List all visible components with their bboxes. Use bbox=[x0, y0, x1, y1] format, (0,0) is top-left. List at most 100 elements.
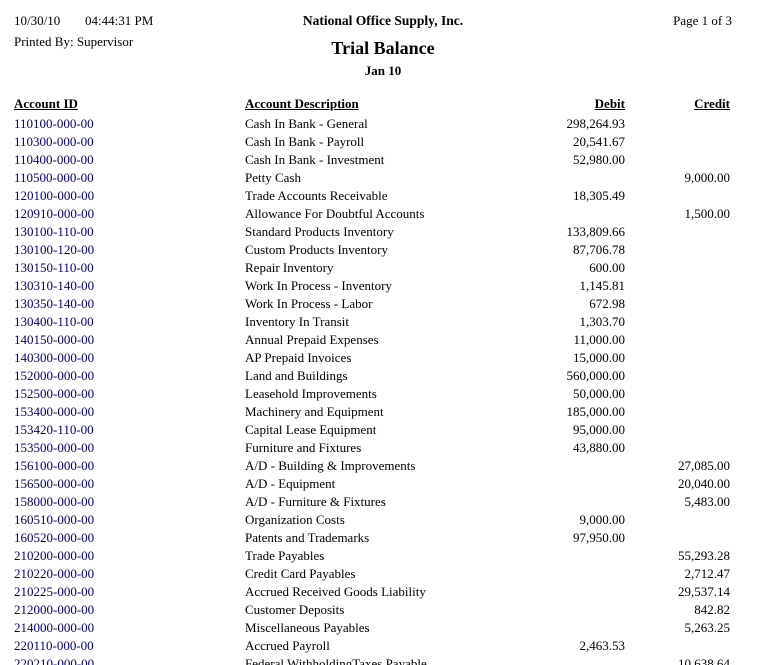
account-id-cell: 152500-000-00 bbox=[14, 385, 245, 403]
table-row: 120100-000-00 Trade Accounts Receivable 18… bbox=[14, 187, 730, 205]
account-id-link[interactable]: 110400-000-00 bbox=[14, 152, 94, 167]
account-description-cell: Land and Buildings bbox=[245, 368, 348, 383]
column-header-debit: Debit bbox=[594, 96, 625, 111]
table-row: 210200-000-00 Trade Payables 55,293.28 bbox=[14, 547, 730, 565]
trial-balance-table: Account ID Account Description Debit Cre… bbox=[14, 95, 730, 665]
account-id-cell: 210225-000-00 bbox=[14, 583, 245, 601]
table-row: 153500-000-00 Furniture and Fixtures 43,88… bbox=[14, 439, 730, 457]
account-id-cell: 130100-120-00 bbox=[14, 241, 245, 259]
account-id-link[interactable]: 160510-000-00 bbox=[14, 512, 95, 527]
account-id-link[interactable]: 210200-000-00 bbox=[14, 548, 95, 563]
account-id-cell: 130100-110-00 bbox=[14, 223, 245, 241]
account-id-link[interactable]: 130100-120-00 bbox=[14, 242, 95, 257]
credit-amount-cell: 842.82 bbox=[694, 602, 730, 617]
credit-amount-cell: 55,293.28 bbox=[678, 548, 730, 563]
account-id-cell: 130150-110-00 bbox=[14, 259, 245, 277]
credit-amount-cell bbox=[625, 133, 730, 151]
credit-amount-cell: 20,040.00 bbox=[678, 476, 730, 491]
debit-amount-cell bbox=[535, 601, 625, 619]
table-row: 110100-000-00 Cash In Bank - General 298,2… bbox=[14, 115, 730, 133]
table-row: 152000-000-00 Land and Buildings 560,000.0… bbox=[14, 367, 730, 385]
account-id-link[interactable]: 130400-110-00 bbox=[14, 314, 94, 329]
credit-amount-cell bbox=[625, 349, 730, 367]
account-description-cell: Federal WithholdingTaxes Payable bbox=[245, 656, 427, 665]
account-id-link[interactable]: 140150-000-00 bbox=[14, 332, 95, 347]
account-id-cell: 160510-000-00 bbox=[14, 511, 245, 529]
account-id-link[interactable]: 110500-000-00 bbox=[14, 170, 94, 185]
account-id-cell: 140150-000-00 bbox=[14, 331, 245, 349]
account-id-link[interactable]: 130150-110-00 bbox=[14, 260, 94, 275]
account-id-link[interactable]: 120910-000-00 bbox=[14, 206, 95, 221]
account-id-link[interactable]: 210225-000-00 bbox=[14, 584, 95, 599]
debit-amount-cell bbox=[535, 475, 625, 493]
account-id-cell: 220210-000-00 bbox=[14, 655, 245, 665]
debit-amount-cell: 672.98 bbox=[589, 296, 625, 311]
account-id-link[interactable]: 130310-140-00 bbox=[14, 278, 95, 293]
account-id-link[interactable]: 220210-000-00 bbox=[14, 656, 95, 665]
account-id-link[interactable]: 212000-000-00 bbox=[14, 602, 95, 617]
credit-amount-cell bbox=[625, 115, 730, 133]
debit-amount-cell bbox=[535, 493, 625, 511]
debit-amount-cell: 50,000.00 bbox=[573, 386, 625, 401]
credit-amount-cell: 5,263.25 bbox=[684, 620, 731, 635]
account-id-cell: 120910-000-00 bbox=[14, 205, 245, 223]
account-id-cell: 158000-000-00 bbox=[14, 493, 245, 511]
account-id-cell: 120100-000-00 bbox=[14, 187, 245, 205]
account-id-cell: 110400-000-00 bbox=[14, 151, 245, 169]
column-header-description: Account Description bbox=[245, 96, 359, 111]
account-id-link[interactable]: 153500-000-00 bbox=[14, 440, 95, 455]
credit-amount-cell bbox=[625, 511, 730, 529]
account-id-link[interactable]: 130350-140-00 bbox=[14, 296, 95, 311]
credit-amount-cell bbox=[625, 241, 730, 259]
table-row: 120910-000-00 Allowance For Doubtful Acco… bbox=[14, 205, 730, 223]
account-description-cell: Leasehold Improvements bbox=[245, 386, 377, 401]
account-id-link[interactable]: 130100-110-00 bbox=[14, 224, 94, 239]
credit-amount-cell: 2,712.47 bbox=[684, 566, 731, 581]
debit-amount-cell: 185,000.00 bbox=[566, 404, 626, 419]
table-row: 158000-000-00 A/D - Furniture & Fixtures 5… bbox=[14, 493, 730, 511]
account-id-link[interactable]: 152000-000-00 bbox=[14, 368, 95, 383]
account-id-link[interactable]: 153400-000-00 bbox=[14, 404, 95, 419]
account-description-cell: Allowance For Doubtful Accounts bbox=[245, 206, 425, 221]
account-id-cell: 212000-000-00 bbox=[14, 601, 245, 619]
company-name: National Office Supply, Inc. bbox=[302, 13, 464, 28]
account-id-link[interactable]: 152500-000-00 bbox=[14, 386, 95, 401]
account-id-link[interactable]: 160520-000-00 bbox=[14, 530, 95, 545]
account-description-cell: Trade Payables bbox=[245, 548, 325, 563]
table-row: 140300-000-00 AP Prepaid Invoices 15,000.0… bbox=[14, 349, 730, 367]
credit-amount-cell bbox=[625, 187, 730, 205]
report-meta-line: 10/30/10 04:44:31 PM National Office Sup… bbox=[0, 13, 766, 31]
table-row: 110300-000-00 Cash In Bank - Payroll 20,54… bbox=[14, 133, 730, 151]
account-id-link[interactable]: 158000-000-00 bbox=[14, 494, 95, 509]
table-row: 130350-140-00 Work In Process - Labor 672.… bbox=[14, 295, 730, 313]
account-id-link[interactable]: 110300-000-00 bbox=[14, 134, 94, 149]
credit-amount-cell bbox=[625, 385, 730, 403]
account-id-link[interactable]: 110100-000-00 bbox=[14, 116, 94, 131]
account-id-link[interactable]: 156500-000-00 bbox=[14, 476, 95, 491]
credit-amount-cell bbox=[625, 529, 730, 547]
account-id-link[interactable]: 140300-000-00 bbox=[14, 350, 95, 365]
account-id-link[interactable]: 120100-000-00 bbox=[14, 188, 95, 203]
credit-amount-cell bbox=[625, 637, 730, 655]
account-description-cell: Machinery and Equipment bbox=[245, 404, 384, 419]
credit-amount-cell: 10,638.64 bbox=[678, 656, 730, 665]
page-indicator: Page 1 of 3 bbox=[673, 13, 732, 28]
credit-amount-cell bbox=[625, 313, 730, 331]
debit-amount-cell: 1,145.81 bbox=[579, 278, 626, 293]
account-id-link[interactable]: 153420-110-00 bbox=[14, 422, 94, 437]
account-description-cell: Cash In Bank - Investment bbox=[245, 152, 385, 167]
debit-amount-cell bbox=[535, 457, 625, 475]
account-id-link[interactable]: 214000-000-00 bbox=[14, 620, 95, 635]
account-id-link[interactable]: 156100-000-00 bbox=[14, 458, 95, 473]
table-row: 130100-110-00 Standard Products Inventory… bbox=[14, 223, 730, 241]
debit-amount-cell: 2,463.53 bbox=[579, 638, 626, 653]
account-description-cell: Standard Products Inventory bbox=[245, 224, 394, 239]
account-id-link[interactable]: 220110-000-00 bbox=[14, 638, 94, 653]
account-id-link[interactable]: 210220-000-00 bbox=[14, 566, 95, 581]
account-description-cell: Miscellaneous Payables bbox=[245, 620, 370, 635]
account-id-cell: 220110-000-00 bbox=[14, 637, 245, 655]
debit-amount-cell: 600.00 bbox=[589, 260, 625, 275]
credit-amount-cell: 9,000.00 bbox=[684, 170, 731, 185]
account-description-cell: Patents and Trademarks bbox=[245, 530, 370, 545]
debit-amount-cell bbox=[535, 205, 625, 223]
